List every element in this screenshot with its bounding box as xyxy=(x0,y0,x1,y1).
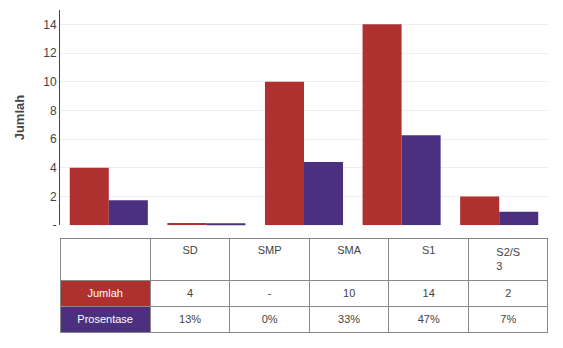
svg-text:-: - xyxy=(53,218,57,232)
svg-text:Prosentase: Prosentase xyxy=(77,313,133,325)
svg-text:Jumlah: Jumlah xyxy=(12,95,27,141)
svg-text:4: 4 xyxy=(50,161,57,175)
svg-text:10: 10 xyxy=(343,287,355,299)
svg-text:8: 8 xyxy=(50,104,57,118)
svg-text:S2/S3: S2/S3 xyxy=(496,246,520,272)
svg-text:13%: 13% xyxy=(179,313,201,325)
svg-text:4: 4 xyxy=(187,287,193,299)
svg-text:33%: 33% xyxy=(338,313,360,325)
svg-text:S1: S1 xyxy=(422,244,435,256)
svg-text:Jumlah: Jumlah xyxy=(87,287,122,299)
svg-text:0%: 0% xyxy=(262,313,278,325)
svg-text:6: 6 xyxy=(50,132,57,146)
svg-text:10: 10 xyxy=(43,75,57,89)
svg-text:SD: SD xyxy=(182,244,197,256)
svg-text:-: - xyxy=(268,287,272,299)
svg-text:2: 2 xyxy=(505,287,511,299)
svg-text:SMP: SMP xyxy=(258,244,282,256)
svg-text:47%: 47% xyxy=(418,313,440,325)
svg-text:2: 2 xyxy=(50,190,57,204)
svg-text:14: 14 xyxy=(43,18,57,32)
svg-text:SMA: SMA xyxy=(337,244,362,256)
svg-text:7%: 7% xyxy=(500,313,516,325)
svg-text:12: 12 xyxy=(43,46,57,60)
svg-text:14: 14 xyxy=(423,287,435,299)
